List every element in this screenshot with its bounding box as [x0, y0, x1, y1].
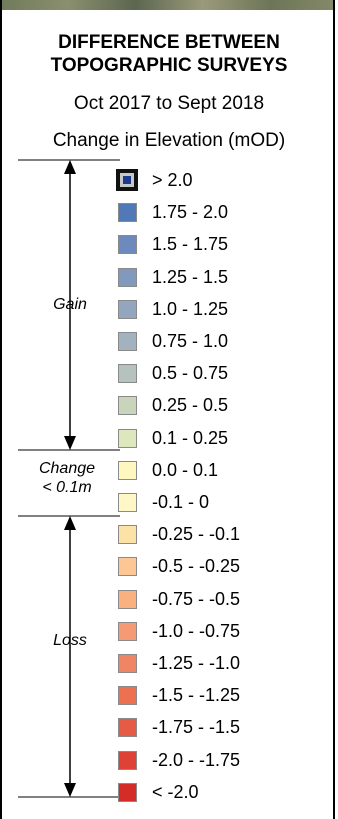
legend-label: -1.5 - -1.25	[152, 685, 241, 705]
legend-label: 0.0 - 0.1	[152, 460, 219, 480]
legend-swatch	[118, 557, 137, 576]
legend-label: -1.25 - -1.0	[152, 653, 241, 673]
legend-swatch	[118, 268, 137, 287]
legend-swatch	[118, 235, 137, 254]
legend-title-line1: DIFFERENCE BETWEEN	[58, 32, 280, 53]
legend-title-line2: TOPOGRAPHIC SURVEYS	[50, 55, 288, 76]
legend-label: -0.25 - -0.1	[152, 524, 241, 544]
map-image-strip	[0, 0, 338, 10]
legend-label: 1.25 - 1.5	[152, 267, 229, 287]
legend-swatch	[118, 718, 137, 737]
legend-label: > 2.0	[152, 170, 193, 190]
legend-label: < -2.0	[152, 782, 199, 802]
legend-label: 0.75 - 1.0	[152, 331, 229, 351]
legend-swatch	[118, 300, 137, 319]
legend-label: 0.25 - 0.5	[152, 395, 229, 415]
legend-swatch	[118, 622, 137, 641]
legend-swatch	[118, 364, 137, 383]
gain-arrow-head-up	[64, 160, 76, 174]
legend-frame-right	[333, 0, 335, 819]
legend-frame-left	[0, 0, 2, 819]
legend-label: 1.0 - 1.25	[152, 299, 229, 319]
loss-label: Loss	[53, 632, 87, 649]
legend-swatch-inner	[123, 176, 131, 184]
legend-swatch	[118, 783, 137, 802]
legend-swatch	[118, 429, 137, 448]
legend-swatch	[118, 493, 137, 512]
gain-arrow-head-down	[64, 436, 76, 450]
change-label-line1: Change	[38, 460, 96, 477]
legend-label: -0.75 - -0.5	[152, 589, 241, 609]
legend-label: -1.0 - -0.75	[152, 621, 241, 641]
legend-label: 0.1 - 0.25	[152, 428, 229, 448]
legend-swatch	[118, 461, 137, 480]
change-label-line2: < 0.1m	[42, 479, 92, 496]
legend-swatch	[118, 203, 137, 222]
legend-swatch	[118, 332, 137, 351]
measure-label: Change in Elevation (mOD)	[52, 130, 286, 151]
legend-label: -2.0 - -1.75	[152, 750, 241, 770]
legend-label: 0.5 - 0.75	[152, 363, 229, 383]
loss-arrow-head-up	[64, 516, 76, 530]
legend-swatch	[118, 654, 137, 673]
legend-swatch	[118, 396, 137, 415]
survey-period: Oct 2017 to Sept 2018	[73, 93, 265, 114]
legend-label: -0.5 - -0.25	[152, 556, 241, 576]
legend-swatch	[118, 686, 137, 705]
legend-label: 1.5 - 1.75	[152, 234, 229, 254]
change-label: Change < 0.1m	[22, 459, 112, 497]
legend-label: -1.75 - -1.5	[152, 717, 241, 737]
gain-label: Gain	[53, 296, 87, 313]
loss-arrow-head-down	[64, 783, 76, 797]
legend-label: 1.75 - 2.0	[152, 202, 229, 222]
legend-label: -0.1 - 0	[152, 492, 210, 512]
legend-swatch	[116, 169, 138, 191]
legend-swatch	[118, 751, 137, 770]
legend-frame-margin	[335, 0, 338, 819]
legend-swatch	[118, 590, 137, 609]
legend-swatch	[118, 525, 137, 544]
